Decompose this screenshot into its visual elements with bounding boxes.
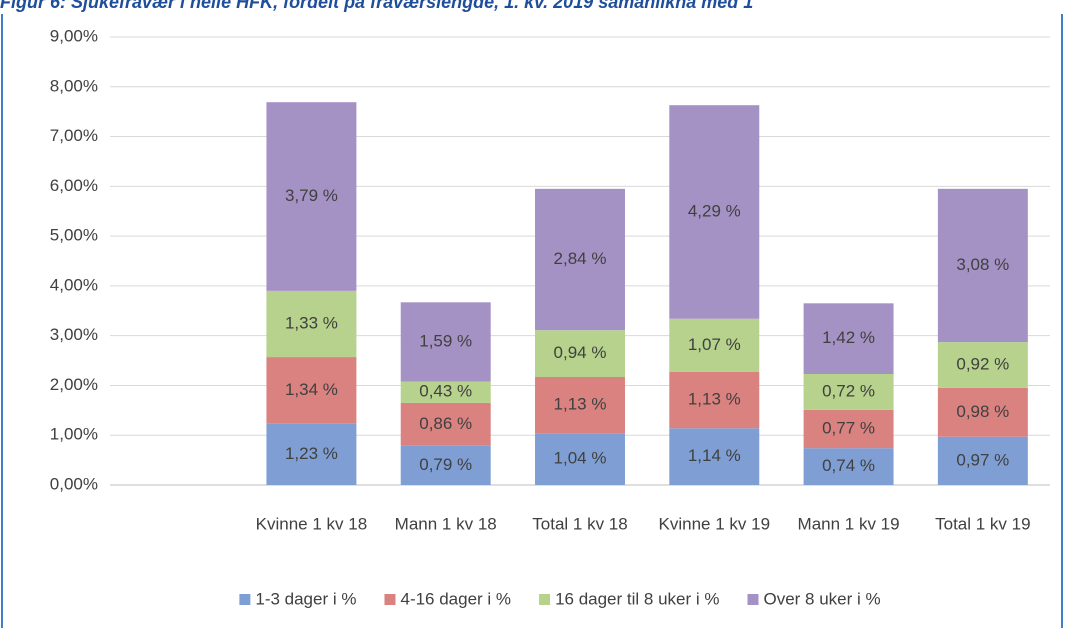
data-label: 2,84 %: [554, 249, 607, 268]
bar-segment: [400, 402, 491, 446]
data-label: 3,08 %: [956, 255, 1009, 274]
data-label: 0,98 %: [956, 402, 1009, 421]
legend-label: 1-3 dager i %: [255, 589, 356, 608]
bar-segment: [400, 302, 491, 382]
legend: 1-3 dager i % 4-16 dager i % 16 dager til …: [239, 589, 881, 608]
bar-segment: [266, 102, 357, 291]
data-label: 1,42 %: [822, 328, 875, 347]
bar-segment: [669, 372, 760, 429]
bar-segment: [535, 188, 625, 331]
x-tick-label: Kvinne 1 kv 18: [256, 514, 368, 533]
bar-segment: [937, 188, 1028, 343]
data-label: 1,23 %: [285, 444, 338, 463]
legend-label: 4-16 dager i %: [400, 589, 511, 608]
legend-swatch: [539, 594, 551, 605]
x-tick-label: Total 1 kv 19: [935, 514, 1030, 533]
bar-segment: [535, 376, 625, 434]
data-label: 1,07 %: [688, 335, 741, 354]
y-tick-label: 7,00%: [50, 126, 98, 145]
x-tick-label: Mann 1 kv 19: [798, 514, 900, 533]
y-tick-label: 0,00%: [50, 474, 98, 493]
bar-segment: [937, 387, 1028, 437]
legend-label: Over 8 uker i %: [763, 589, 880, 608]
bar-segment: [669, 318, 760, 373]
x-tick-label: Total 1 kv 18: [532, 514, 627, 533]
y-tick-label: 8,00%: [50, 76, 98, 95]
data-label: 4,29 %: [688, 201, 741, 220]
x-tick-label: Kvinne 1 kv 19: [659, 514, 771, 533]
data-label: 1,13 %: [554, 395, 607, 414]
data-label: 0,72 %: [822, 381, 875, 400]
data-label: 0,43 %: [419, 382, 472, 401]
data-label: 0,86 %: [419, 414, 472, 433]
y-tick-label: 4,00%: [50, 275, 98, 294]
legend-label: 16 dager til 8 uker i %: [555, 589, 719, 608]
bar-segment: [669, 428, 760, 485]
data-label: 1,59 %: [419, 331, 472, 350]
x-tick-label: Mann 1 kv 18: [395, 514, 497, 533]
y-tick-label: 1,00%: [50, 425, 98, 444]
bar-segment: [803, 448, 894, 485]
bar-segment: [266, 357, 357, 424]
bar-segment: [535, 330, 625, 377]
data-label: 0,74 %: [822, 456, 875, 475]
legend-swatch: [747, 594, 759, 605]
data-label: 1,34 %: [285, 380, 338, 399]
data-label: 0,77 %: [822, 418, 875, 437]
bar-segment: [266, 423, 357, 485]
data-label: 1,33 %: [285, 313, 338, 332]
bar-segment: [803, 409, 894, 449]
bar-segment: [400, 381, 491, 403]
bar-segment: [669, 105, 760, 319]
bar-segment: [803, 303, 894, 374]
y-tick-label: 6,00%: [50, 176, 98, 195]
data-label: 0,94 %: [554, 343, 607, 362]
data-label: 0,79 %: [419, 455, 472, 474]
data-label: 3,79 %: [285, 186, 338, 205]
data-label: 1,04 %: [554, 449, 607, 468]
bar-segment: [400, 445, 491, 485]
y-tick-label: 3,00%: [50, 325, 98, 344]
y-tick-label: 5,00%: [50, 226, 98, 245]
legend-swatch: [384, 594, 396, 605]
y-tick-label: 2,00%: [50, 375, 98, 394]
chart-title: Figur 6: Sjukefravær i heile HFK, fordel…: [0, 0, 753, 12]
data-label: 1,14 %: [688, 446, 741, 465]
bar-segment: [937, 436, 1028, 485]
bar-segment: [803, 373, 894, 410]
bar-segment: [937, 342, 1028, 388]
data-label: 1,13 %: [688, 390, 741, 409]
y-tick-label: 9,00%: [50, 26, 98, 45]
bar-segment: [535, 433, 625, 485]
legend-swatch: [239, 594, 251, 605]
data-label: 0,97 %: [956, 450, 1009, 469]
bar-segment: [266, 290, 357, 358]
data-label: 0,92 %: [956, 355, 1009, 374]
